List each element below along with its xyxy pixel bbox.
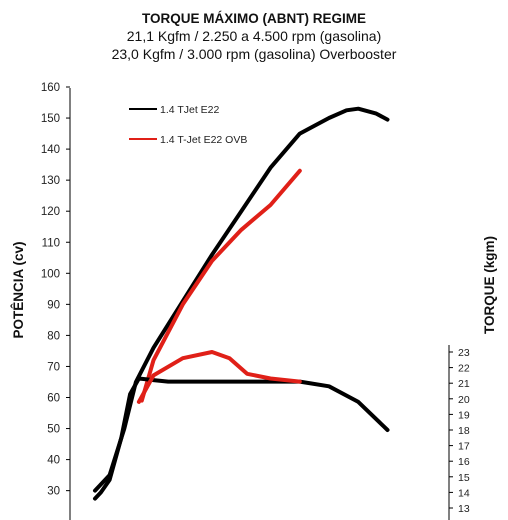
y-tick-label-right: 16 [458, 456, 470, 468]
y-tick-label-right: 15 [458, 472, 470, 484]
y-tick-label-right: 13 [458, 503, 470, 515]
series-line-torque-3 [136, 350, 302, 404]
series-line-torque-2 [93, 376, 390, 501]
y-tick-label-left: 140 [41, 144, 60, 156]
series-line-power-0 [93, 106, 390, 493]
series-line-power-1 [139, 168, 302, 403]
y-tick-label-right: 17 [458, 441, 470, 453]
chart-titles: TORQUE MÁXIMO (ABNT) REGIME 21,1 Kgfm / … [0, 10, 508, 63]
series-layer [93, 106, 390, 501]
y-tick-label-left: 40 [47, 455, 60, 467]
legend-label-tjet: 1.4 TJet E22 [160, 104, 220, 116]
y-ticks-left: 30 40 50 60 70 80 90 100 110 120 130 140 150 160 [41, 82, 70, 498]
y-tick-label-right: 22 [458, 363, 470, 375]
y-tick-label-left: 70 [47, 361, 60, 373]
y-tick-label-right: 20 [458, 394, 470, 406]
chart-title: TORQUE MÁXIMO (ABNT) REGIME [142, 11, 366, 26]
y-tick-label-right: 18 [458, 425, 470, 437]
y-tick-label-right: 23 [458, 347, 470, 359]
y-tick-label-left: 150 [41, 113, 60, 125]
y-tick-label-right: 14 [458, 487, 470, 499]
y-tick-label-right: 21 [458, 378, 470, 390]
y-tick-label-left: 30 [47, 486, 60, 498]
y-tick-label-left: 80 [47, 330, 60, 342]
y-tick-label-right: 19 [458, 409, 470, 421]
y-tick-label-left: 60 [47, 393, 60, 405]
chart-subtitle-2: 23,0 Kgfm / 3.000 rpm (gasolina) Overboo… [111, 46, 397, 62]
y-tick-label-left: 160 [41, 82, 60, 94]
y-axis-label-right: TORQUE (kgm) [482, 236, 497, 334]
chart-subtitle-1: 21,1 Kgfm / 2.250 a 4.500 rpm (gasolina) [126, 28, 382, 44]
y-tick-label-left: 100 [41, 268, 60, 280]
y-axis-label-left: POTÊNCIA (cv) [11, 241, 26, 338]
y-tick-label-left: 90 [47, 299, 60, 311]
y-tick-label-left: 130 [41, 175, 60, 187]
y-ticks-right: 13 14 15 16 17 18 19 20 21 22 23 [449, 347, 470, 515]
y-tick-label-left: 110 [42, 237, 60, 249]
legend: 1.4 TJet E22 1.4 T-Jet E22 OVB [129, 104, 247, 146]
y-tick-label-left: 50 [47, 424, 60, 436]
y-tick-label-left: 120 [41, 206, 60, 218]
legend-label-ovb: 1.4 T-Jet E22 OVB [160, 134, 247, 146]
